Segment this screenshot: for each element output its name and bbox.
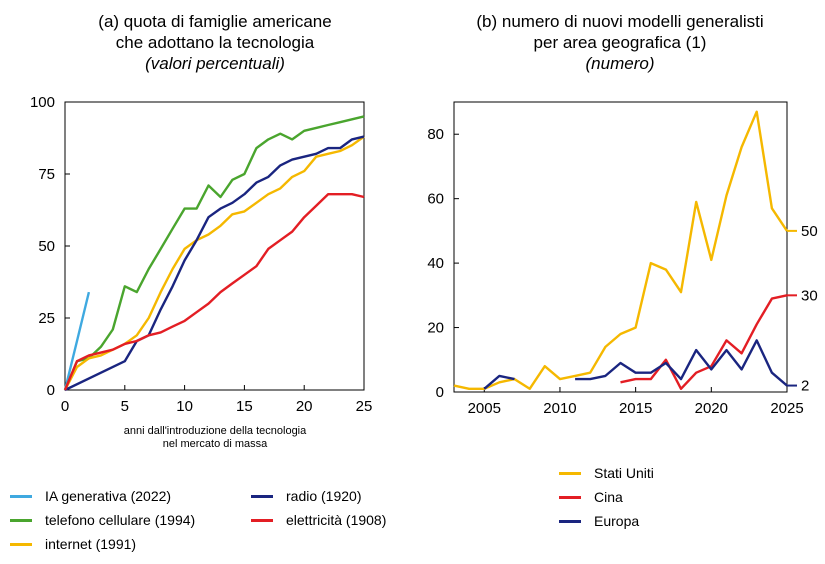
legend-label: radio (1920) bbox=[286, 488, 362, 504]
legend-label: elettricità (1908) bbox=[286, 512, 387, 528]
chart-b-series-stati-uniti bbox=[453, 110, 788, 390]
legend-swatch bbox=[251, 495, 273, 498]
legend-swatch bbox=[559, 472, 581, 475]
chart-b-y-tick-label: 0 bbox=[436, 384, 444, 401]
chart-a-y-tick-label: 0 bbox=[47, 382, 55, 399]
chart-a-series-telefono-cellulare-1994 bbox=[63, 115, 365, 391]
chart-a-series-internet-1991 bbox=[63, 135, 365, 391]
chart-a-y-tick-label: 100 bbox=[30, 94, 55, 111]
chart-b-title-line-1: (b) numero di nuovi modelli generalisti bbox=[476, 12, 764, 31]
chart-a-x-tick-label: 15 bbox=[236, 398, 253, 415]
chart-b-end-label-cina: 30 bbox=[801, 287, 818, 304]
chart-b-x-tick-label: 2020 bbox=[695, 400, 728, 417]
chart-a-x-axis-label: anni dall'introduzione della tecnologia … bbox=[100, 425, 330, 451]
chart-b-series-cina bbox=[620, 294, 788, 390]
chart-b-title: (b) numero di nuovi modelli generalisti … bbox=[420, 11, 820, 74]
legend-label: internet (1991) bbox=[45, 536, 137, 552]
chart-b-end-label-europa: 2 bbox=[801, 378, 809, 395]
legend-swatch bbox=[10, 519, 32, 522]
chart-a-title-line-1: (a) quota di famiglie americane bbox=[98, 12, 332, 31]
legend-label: Cina bbox=[594, 489, 623, 505]
chart-b-series-europa bbox=[483, 374, 515, 390]
chart-a-x-axis-label-line-1: anni dall'introduzione della tecnologia bbox=[123, 425, 307, 437]
chart-a-x-tick-label: 5 bbox=[121, 398, 129, 415]
chart-a-plot: 0 5 10 15 20 25 0 25 50 75 100 bbox=[30, 94, 372, 415]
chart-a-series-radio-1920 bbox=[64, 135, 365, 392]
legend-label: IA generativa (2022) bbox=[45, 488, 172, 504]
legend-swatch bbox=[251, 519, 273, 522]
chart-b-subtitle: (numero) bbox=[585, 54, 655, 73]
legend-label: telefono cellulare (1994) bbox=[45, 512, 196, 528]
chart-b-series-europa bbox=[575, 339, 788, 387]
chart-a-series-ia-generativa-2022 bbox=[63, 291, 91, 391]
chart-a-x-tick-label: 0 bbox=[61, 398, 69, 415]
chart-b-x-tick-label: 2010 bbox=[543, 400, 576, 417]
chart-b-y-tick-label: 80 bbox=[427, 126, 444, 143]
legend-swatch bbox=[10, 543, 32, 546]
chart-a-x-tick-label: 25 bbox=[356, 398, 373, 415]
chart-b-y-tick-label: 40 bbox=[427, 255, 444, 272]
chart-a-y-tick-label: 25 bbox=[38, 310, 55, 327]
chart-a-subtitle: (valori percentuali) bbox=[145, 54, 285, 73]
chart-a-title-line-2: che adottano la tecnologia bbox=[115, 33, 315, 52]
legend-swatch bbox=[10, 495, 32, 498]
legend-label: Stati Uniti bbox=[594, 465, 654, 481]
chart-b-end-label-stati-uniti: 50 bbox=[801, 223, 818, 240]
legend-swatch bbox=[559, 520, 581, 523]
legend-label: Europa bbox=[594, 513, 640, 529]
chart-b-plot-frame bbox=[453, 101, 788, 393]
chart-a-series-elettricita-1908 bbox=[63, 192, 365, 391]
chart-b-x-tick-label: 2015 bbox=[619, 400, 652, 417]
chart-b-x-tick-label: 2005 bbox=[468, 400, 501, 417]
chart-b-x-tick-label: 2025 bbox=[770, 400, 803, 417]
chart-b-y-tick-label: 60 bbox=[427, 191, 444, 208]
chart-a-plot-frame bbox=[64, 101, 365, 391]
chart-a-y-tick-label: 50 bbox=[38, 238, 55, 255]
chart-b-y-tick-label: 20 bbox=[427, 320, 444, 337]
chart-a-y-tick-label: 75 bbox=[38, 166, 55, 183]
chart-a-x-tick-label: 20 bbox=[296, 398, 313, 415]
chart-b-title-line-2: per area geografica (1) bbox=[533, 33, 707, 52]
legend-swatch bbox=[559, 496, 581, 499]
chart-a-x-tick-label: 10 bbox=[176, 398, 193, 415]
chart-b-plot: 2005 2010 2015 2020 2025 0 20 40 60 80 50 30 2 bbox=[427, 101, 818, 417]
chart-a-x-axis-label-line-2: nel mercato di massa bbox=[162, 438, 268, 450]
chart-a-title: (a) quota di famiglie americane che adot… bbox=[40, 11, 390, 74]
